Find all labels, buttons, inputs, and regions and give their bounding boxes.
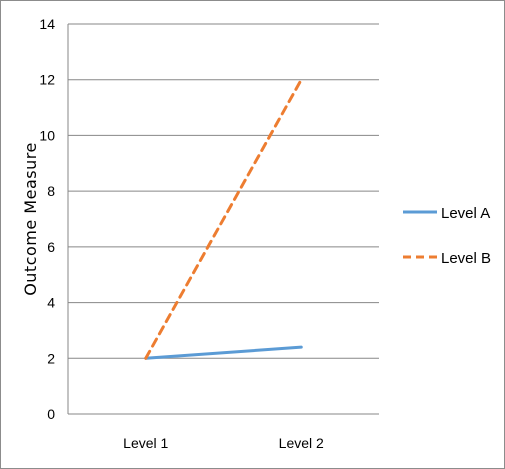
y-tick-label: 12 bbox=[39, 72, 55, 88]
y-tick-label: 14 bbox=[39, 16, 55, 32]
series-line-0 bbox=[144, 345, 303, 360]
y-axis-label: Outcome Measure bbox=[21, 142, 40, 296]
y-tick-labels: 0 2 4 6 8 10 12 14 bbox=[39, 16, 55, 422]
y-tick-label: 8 bbox=[47, 183, 55, 199]
y-tick-label: 0 bbox=[47, 406, 55, 422]
series-lines bbox=[144, 78, 303, 360]
y-tick-label: 6 bbox=[47, 239, 55, 255]
x-tick-label: Level 2 bbox=[279, 435, 324, 451]
x-tick-labels: Level 1 Level 2 bbox=[123, 435, 324, 451]
y-tick-label: 4 bbox=[47, 295, 55, 311]
series-line-1 bbox=[144, 78, 303, 360]
legend-label: Level B bbox=[441, 250, 491, 267]
y-tick-label: 2 bbox=[47, 350, 55, 366]
y-tick-label: 10 bbox=[39, 127, 55, 143]
legend: Level A Level B bbox=[403, 205, 491, 267]
legend-label: Level A bbox=[441, 205, 490, 222]
gridlines bbox=[67, 23, 379, 415]
x-tick-label: Level 1 bbox=[123, 435, 168, 451]
